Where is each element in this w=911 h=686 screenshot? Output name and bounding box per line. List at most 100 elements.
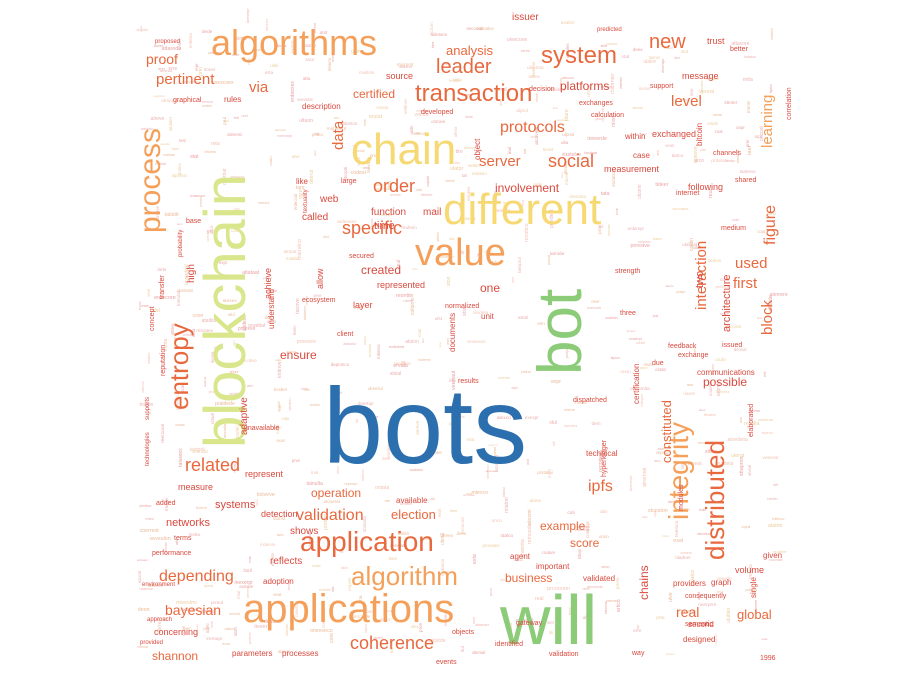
cloud-word: shared <box>735 177 757 184</box>
cloud-word: global <box>737 607 772 622</box>
cloud-word: distributed <box>700 440 730 560</box>
cloud-word: following <box>688 182 724 192</box>
cloud-word: message <box>682 71 719 81</box>
cloud-word: related <box>185 455 241 475</box>
cloud-word: hyperledger <box>601 440 608 477</box>
cloud-word: due <box>652 360 664 367</box>
cloud-word: process <box>134 127 167 233</box>
cloud-word: issuer <box>512 12 539 23</box>
cloud-word: within <box>625 132 646 141</box>
cloud-word: detection <box>261 509 298 519</box>
cloud-word: layer <box>353 300 373 310</box>
cloud-word: order <box>373 176 416 196</box>
cloud-word: platforms <box>560 79 610 93</box>
cloud-word: exchanges <box>579 100 613 107</box>
cloud-word: measure <box>178 482 214 492</box>
cloud-word: bot <box>526 288 595 375</box>
cloud-word: decision <box>529 86 555 93</box>
cloud-word: volume <box>735 565 765 575</box>
cloud-word: provided <box>140 640 164 646</box>
cloud-word: ipfs <box>588 478 613 495</box>
cloud-word: graph <box>711 578 732 587</box>
cloud-word: environment <box>142 582 176 588</box>
cloud-word: certification <box>632 363 641 404</box>
cloud-word: different <box>443 185 602 234</box>
cloud-word: normalized <box>445 303 480 310</box>
cloud-word: protocols <box>500 119 565 136</box>
cloud-word: description <box>302 102 341 111</box>
cloud-word: identified <box>495 641 524 648</box>
cloud-word: algorithms <box>211 22 378 63</box>
cloud-word: reputation <box>160 344 167 376</box>
cloud-word: rules <box>224 95 242 104</box>
cloud-word: documents <box>448 312 457 352</box>
cloud-word: available <box>396 496 428 505</box>
cloud-word: technical <box>586 449 618 458</box>
cloud-word: feedback <box>668 343 697 350</box>
cloud-word: dispatched <box>573 397 607 404</box>
cloud-word: algorithm <box>351 561 458 591</box>
cloud-word: given <box>763 551 783 560</box>
cloud-word: two <box>694 270 706 288</box>
cloud-word: performance <box>152 550 192 557</box>
cloud-word: objects <box>452 629 475 636</box>
cloud-word: real <box>676 604 700 620</box>
cloud-word: validation <box>549 651 579 658</box>
cloud-word: represent <box>245 469 284 479</box>
cloud-word: applications <box>243 587 455 631</box>
cloud-word: events <box>436 659 457 666</box>
cloud-word: certified <box>353 87 396 101</box>
cloud-word: understand <box>267 288 276 329</box>
cloud-word: systems <box>215 499 256 511</box>
cloud-word: developed <box>421 109 454 116</box>
cloud-word: specific <box>342 218 403 238</box>
cloud-word: providers <box>673 579 706 588</box>
cloud-word: gateway <box>516 620 543 627</box>
cloud-word: system <box>541 42 618 69</box>
cloud-word: validated <box>583 574 616 583</box>
cloud-word: secured <box>349 253 374 260</box>
cloud-word: calculation <box>591 112 625 119</box>
cloud-word: base <box>186 218 202 225</box>
cloud-word: score <box>570 536 600 550</box>
cloud-word: via <box>249 79 269 96</box>
cloud-word: coherence <box>350 633 435 653</box>
cloud-word: three <box>620 310 636 317</box>
cloud-word: pertinent <box>156 71 215 88</box>
cloud-word: transaction <box>415 80 533 107</box>
cloud-word: ecosystem <box>302 297 336 304</box>
cloud-word: data <box>330 120 347 150</box>
cloud-word: function <box>371 207 407 218</box>
cloud-word: allow <box>315 268 325 289</box>
cloud-word: constituted <box>659 400 674 463</box>
cloud-word: support <box>650 83 674 90</box>
cloud-word: internet <box>676 190 700 197</box>
cloud-word: time <box>374 220 395 232</box>
cloud-word: exchange <box>678 352 709 359</box>
cloud-word: networks <box>166 517 211 529</box>
cloud-word: modules <box>678 484 685 511</box>
cloud-word: single <box>749 577 758 598</box>
cloud-word: graphical <box>173 97 202 104</box>
cloud-word: exchanged <box>652 129 697 139</box>
cloud-word: used <box>735 255 768 272</box>
cloud-word: new <box>649 31 686 53</box>
cloud-word: unit <box>481 312 494 321</box>
cloud-word: better <box>730 46 748 53</box>
cloud-word: terms <box>174 535 192 542</box>
cloud-word: will <box>500 581 598 659</box>
cloud-word: elaborated <box>748 403 755 437</box>
cloud-word: block <box>759 299 776 335</box>
cloud-word: shannon <box>152 649 199 663</box>
cloud-word: technologies <box>145 432 151 466</box>
cloud-word: represented <box>377 280 426 290</box>
cloud-word: figure <box>762 204 779 245</box>
cloud-word: probability <box>178 229 184 257</box>
cloud-word: case <box>633 151 650 160</box>
cloud-word: proposed <box>155 39 181 45</box>
cloud-word: concept <box>149 306 156 331</box>
cloud-word: supports <box>145 396 151 420</box>
cloud-word: one <box>480 281 501 295</box>
